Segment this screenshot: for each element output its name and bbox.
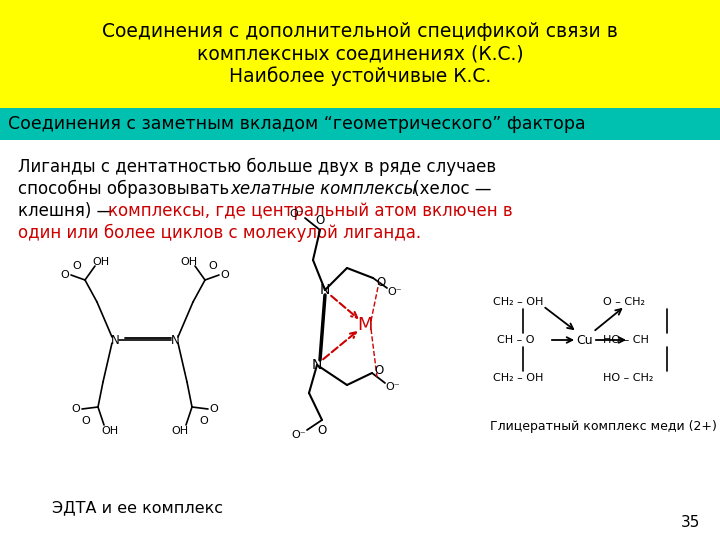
Text: OH: OH (102, 426, 119, 436)
Text: (хелос —: (хелос — (408, 180, 492, 198)
Text: O – CH₂: O – CH₂ (603, 297, 645, 307)
Text: один или более циклов с молекулой лиганда.: один или более циклов с молекулой лиганд… (18, 224, 421, 242)
Text: ЭДТА и ее комплекс: ЭДТА и ее комплекс (52, 500, 223, 515)
Text: O: O (374, 363, 384, 376)
Text: OH: OH (171, 426, 189, 436)
Text: HO – CH₂: HO – CH₂ (603, 373, 653, 383)
Text: O⁻: O⁻ (387, 287, 402, 297)
Text: N: N (111, 334, 120, 347)
Text: HO – CH: HO – CH (603, 335, 649, 345)
Text: O: O (377, 275, 386, 288)
Text: O: O (209, 261, 217, 271)
Text: O⁻: O⁻ (289, 209, 305, 219)
Text: 35: 35 (680, 515, 700, 530)
Text: N: N (171, 334, 179, 347)
Text: хелатные комплексы: хелатные комплексы (230, 180, 417, 198)
Text: O: O (315, 213, 325, 226)
Text: комплексы, где центральный атом включен в: комплексы, где центральный атом включен … (108, 202, 513, 220)
Text: O: O (81, 416, 91, 426)
Text: M: M (357, 316, 373, 334)
FancyBboxPatch shape (0, 0, 720, 108)
Text: O⁻: O⁻ (292, 430, 306, 440)
Text: O: O (210, 404, 218, 414)
Text: O: O (71, 404, 81, 414)
Text: OH: OH (92, 257, 109, 267)
Text: O: O (199, 416, 208, 426)
Text: N: N (320, 283, 330, 297)
Text: CH₂ – OH: CH₂ – OH (493, 373, 544, 383)
Text: клешня) —: клешня) — (18, 202, 119, 220)
FancyBboxPatch shape (0, 108, 720, 140)
Text: O: O (60, 270, 69, 280)
Text: O: O (73, 261, 81, 271)
Text: Соединения с дополнительной спецификой связи в
комплексных соединениях (К.С.)
На: Соединения с дополнительной спецификой с… (102, 22, 618, 86)
Text: OH: OH (181, 257, 197, 267)
Text: CH – O: CH – O (497, 335, 534, 345)
Text: Соединения с заметным вкладом “геометрического” фактора: Соединения с заметным вкладом “геометрич… (8, 115, 585, 133)
Text: N: N (312, 358, 322, 372)
Text: O⁻: O⁻ (386, 382, 400, 392)
Text: Лиганды с дентатностью больше двух в ряде случаев: Лиганды с дентатностью больше двух в ряд… (18, 158, 496, 176)
Text: способны образовывать: способны образовывать (18, 180, 235, 198)
Text: Cu: Cu (577, 334, 593, 347)
Text: O: O (318, 423, 327, 436)
Text: Глицератный комплекс меди (2+): Глицератный комплекс меди (2+) (490, 420, 717, 433)
Text: CH₂ – OH: CH₂ – OH (493, 297, 544, 307)
Text: O: O (220, 270, 230, 280)
